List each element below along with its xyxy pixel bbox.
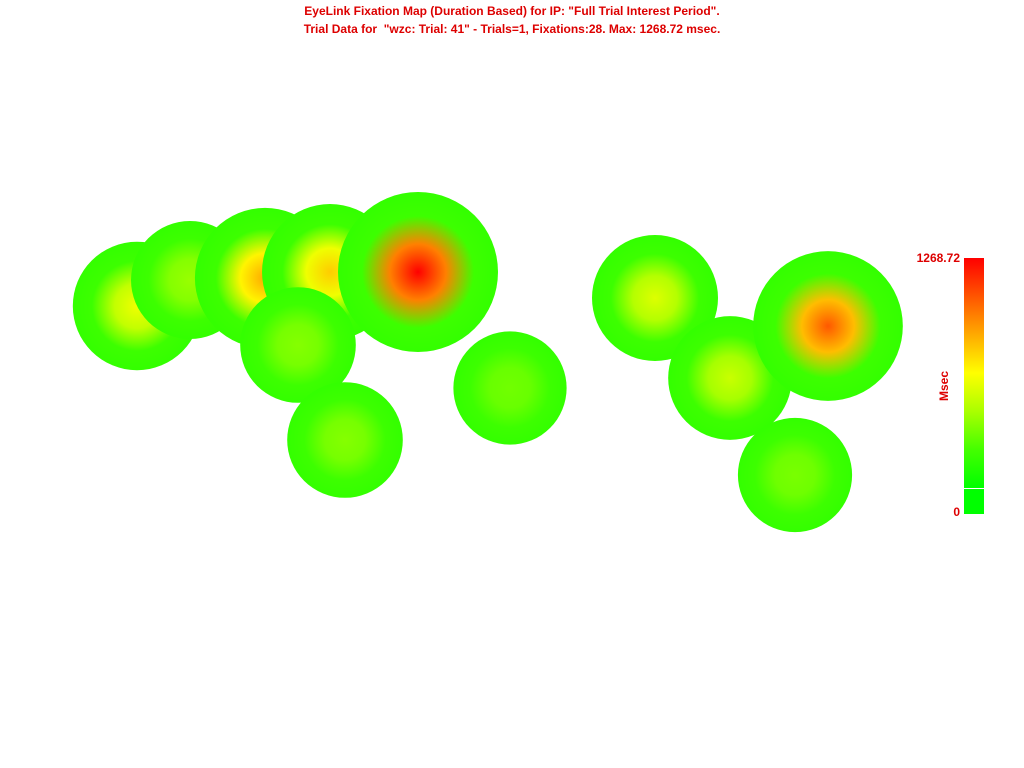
colorbar: [964, 258, 984, 514]
fixation-hotspot: [240, 287, 356, 403]
chart-title: EyeLink Fixation Map (Duration Based) fo…: [304, 4, 720, 18]
fixation-hotspot: [338, 192, 498, 352]
colorbar-min-label: 0: [953, 505, 960, 519]
fixation-hotspot: [737, 417, 853, 533]
chart-subtitle: Trial Data for "wzc: Trial: 41" - Trials…: [303, 22, 721, 36]
colorbar-axis-label: Msec: [937, 370, 951, 402]
heatmap-regions: [72, 192, 903, 533]
fixation-hotspot: [753, 251, 903, 401]
colorbar-gradient: [964, 258, 984, 514]
fixation-hotspot: [591, 234, 719, 362]
colorbar-max-label: 1268.72: [916, 251, 960, 265]
fixation-hotspot: [453, 331, 567, 445]
fixation-hotspot: [287, 382, 403, 498]
